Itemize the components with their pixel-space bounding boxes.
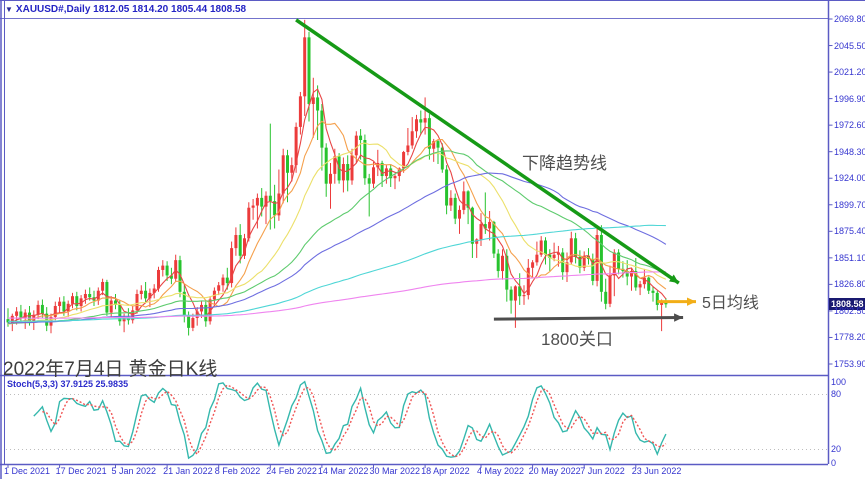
price-axis[interactable] xyxy=(828,1,865,464)
time-axis[interactable] xyxy=(0,464,828,480)
